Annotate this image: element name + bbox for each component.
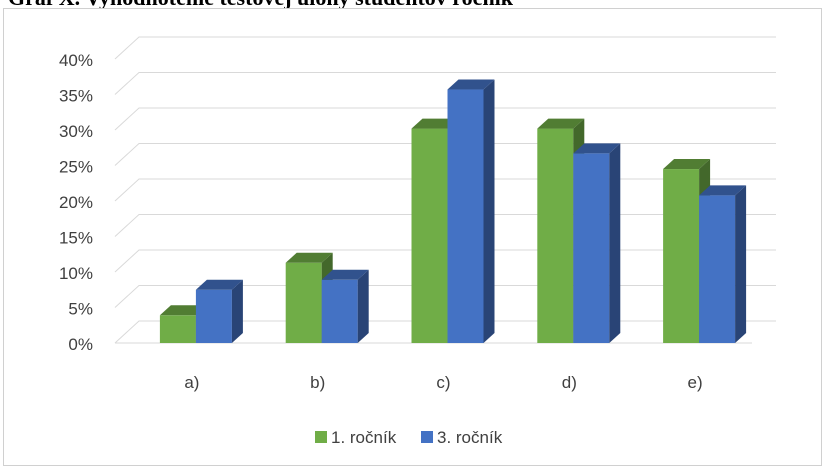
bar-front xyxy=(447,89,484,343)
page-title-fragment: Graf X. Vyhodnotenie testovej úlohy štud… xyxy=(0,0,827,9)
x-tick-label: d) xyxy=(562,373,577,392)
bar-front xyxy=(411,128,448,343)
x-tick-label: a) xyxy=(184,373,199,392)
bar-side xyxy=(483,79,495,343)
legend-swatch xyxy=(315,431,327,443)
bar-front xyxy=(663,169,700,343)
bar xyxy=(573,143,621,343)
bar-top xyxy=(573,143,621,154)
gridline xyxy=(114,72,776,95)
bar-top xyxy=(285,252,333,263)
bar-top xyxy=(537,118,585,129)
y-tick-label: 0% xyxy=(68,335,93,354)
y-tick-label: 30% xyxy=(59,122,93,141)
bar xyxy=(195,279,243,343)
bar-top xyxy=(321,269,369,280)
bar-front xyxy=(321,279,358,343)
bar-top xyxy=(447,79,495,90)
bar-front xyxy=(537,128,574,343)
bar-side xyxy=(231,279,243,343)
bar-top xyxy=(195,279,243,290)
bar-front xyxy=(159,315,196,343)
bar-top xyxy=(411,118,459,129)
bar-top xyxy=(699,185,747,196)
bar xyxy=(699,185,747,343)
page-title: Graf X. Vyhodnotenie testovej úlohy štud… xyxy=(8,0,513,9)
bar xyxy=(447,79,495,343)
bar-top xyxy=(159,305,207,316)
y-tick-label: 35% xyxy=(59,87,93,106)
y-tick-label: 15% xyxy=(59,229,93,248)
x-tick-label: b) xyxy=(310,373,325,392)
bar-side xyxy=(609,143,621,343)
chart-bars xyxy=(159,79,747,343)
gridline xyxy=(114,36,776,60)
bar-top xyxy=(663,159,711,170)
x-tick-label: e) xyxy=(688,373,703,392)
bar-front xyxy=(573,153,610,343)
y-axis-ticks: 0% 5% 10% 15% 20% 25% 30% 35% 40% xyxy=(59,51,93,354)
legend-swatch xyxy=(421,431,433,443)
legend-label: 3. ročník xyxy=(437,428,503,447)
bar-side xyxy=(735,185,747,343)
gridline xyxy=(114,107,776,131)
x-axis-ticks: a) b) c) d) e) xyxy=(184,373,702,392)
bar-front xyxy=(699,195,736,343)
y-tick-label: 20% xyxy=(59,193,93,212)
chart-legend: 1. ročník 3. ročník xyxy=(315,428,503,447)
y-tick-label: 10% xyxy=(59,264,93,283)
bar-side xyxy=(357,269,369,343)
legend-label: 1. ročník xyxy=(331,428,397,447)
y-tick-label: 5% xyxy=(68,300,93,319)
y-tick-label: 40% xyxy=(59,51,93,70)
y-tick-label: 25% xyxy=(59,158,93,177)
x-tick-label: c) xyxy=(436,373,450,392)
bar xyxy=(321,269,369,343)
bar-front xyxy=(285,262,322,343)
bar-front xyxy=(195,289,232,343)
